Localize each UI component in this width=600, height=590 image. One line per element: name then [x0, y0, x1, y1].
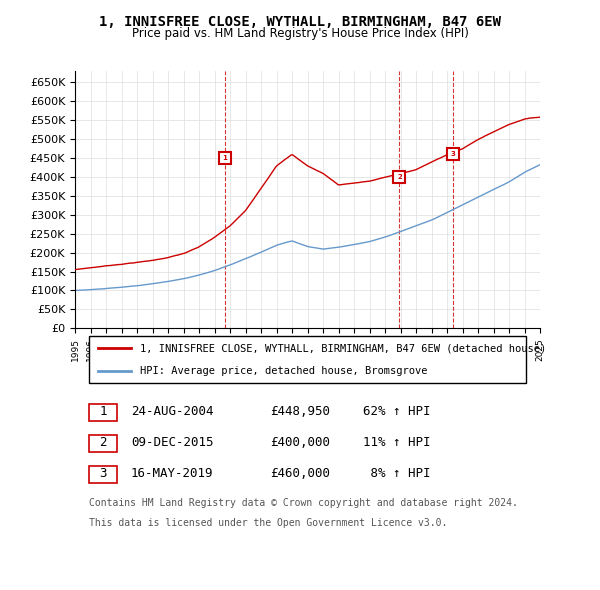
- Text: 2: 2: [99, 436, 107, 449]
- Text: Price paid vs. HM Land Registry's House Price Index (HPI): Price paid vs. HM Land Registry's House …: [131, 27, 469, 40]
- Text: Contains HM Land Registry data © Crown copyright and database right 2024.: Contains HM Land Registry data © Crown c…: [89, 497, 518, 507]
- Text: 09-DEC-2015: 09-DEC-2015: [131, 436, 214, 449]
- Text: £448,950: £448,950: [270, 405, 330, 418]
- Text: 11% ↑ HPI: 11% ↑ HPI: [364, 436, 431, 449]
- Text: 2: 2: [397, 174, 402, 180]
- FancyBboxPatch shape: [89, 404, 117, 421]
- Text: 62% ↑ HPI: 62% ↑ HPI: [364, 405, 431, 418]
- Text: £460,000: £460,000: [270, 467, 330, 480]
- Text: 1, INNISFREE CLOSE, WYTHALL, BIRMINGHAM, B47 6EW (detached house): 1, INNISFREE CLOSE, WYTHALL, BIRMINGHAM,…: [140, 343, 547, 353]
- FancyBboxPatch shape: [89, 466, 117, 483]
- Text: 3: 3: [99, 467, 107, 480]
- FancyBboxPatch shape: [89, 435, 117, 452]
- Text: 1, INNISFREE CLOSE, WYTHALL, BIRMINGHAM, B47 6EW: 1, INNISFREE CLOSE, WYTHALL, BIRMINGHAM,…: [99, 15, 501, 29]
- Text: 1: 1: [222, 155, 227, 161]
- Text: HPI: Average price, detached house, Bromsgrove: HPI: Average price, detached house, Brom…: [140, 366, 428, 376]
- Text: £400,000: £400,000: [270, 436, 330, 449]
- Text: 3: 3: [450, 151, 455, 157]
- FancyBboxPatch shape: [89, 336, 526, 383]
- Text: 16-MAY-2019: 16-MAY-2019: [131, 467, 214, 480]
- Text: This data is licensed under the Open Government Licence v3.0.: This data is licensed under the Open Gov…: [89, 518, 448, 528]
- Text: 1: 1: [99, 405, 107, 418]
- Text: 8% ↑ HPI: 8% ↑ HPI: [364, 467, 431, 480]
- Text: 24-AUG-2004: 24-AUG-2004: [131, 405, 214, 418]
